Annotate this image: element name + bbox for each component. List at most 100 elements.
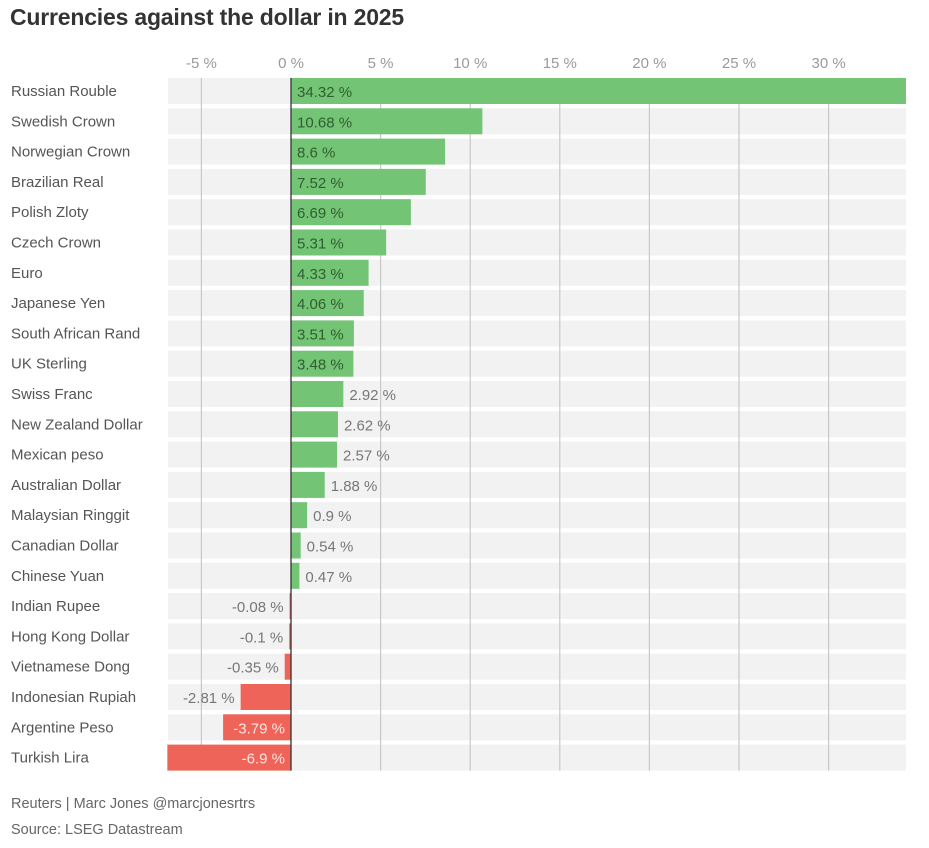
category-label: Indian Rupee	[11, 598, 100, 615]
source-line: Source: LSEG Datastream	[11, 822, 183, 838]
category-label: South African Rand	[11, 325, 140, 342]
value-label: 5.31 %	[297, 236, 344, 253]
category-label: Hong Kong Dollar	[11, 628, 129, 645]
bar-positive	[291, 441, 338, 468]
value-label: 34.32 %	[297, 84, 352, 101]
category-label: Chinese Yuan	[11, 568, 104, 585]
value-label: -0.08 %	[232, 599, 284, 616]
x-tick-label: 25 %	[722, 55, 756, 72]
row-background	[168, 320, 906, 347]
bars	[167, 78, 907, 771]
category-label: Russian Rouble	[11, 83, 117, 100]
row-background	[168, 502, 906, 529]
category-label: UK Sterling	[11, 356, 87, 373]
category-label: Argentine Peso	[11, 719, 114, 736]
row-background	[168, 168, 906, 195]
chart-title: Currencies against the dollar in 2025	[10, 4, 404, 30]
row-background	[168, 532, 906, 559]
row-background	[168, 441, 906, 468]
row-background	[168, 108, 906, 135]
x-tick-label: 10 %	[453, 55, 487, 72]
value-label: 8.6 %	[297, 145, 335, 162]
value-label: 4.33 %	[297, 266, 344, 283]
row-background	[168, 411, 906, 438]
category-label: Malaysian Ringgit	[11, 507, 130, 524]
value-label: 6.69 %	[297, 205, 344, 222]
bar-positive	[291, 229, 387, 256]
x-axis-ticks: -5 % 0 % 5 % 10 % 15 % 20 % 25 % 30 %	[186, 55, 846, 72]
bar-positive	[291, 168, 426, 195]
x-tick-label: 30 %	[811, 55, 845, 72]
row-background	[168, 471, 906, 498]
bar-positive	[291, 502, 308, 529]
bar-positive	[291, 350, 354, 377]
value-label: 0.47 %	[305, 569, 352, 586]
value-label: -0.35 %	[227, 660, 279, 677]
category-label: Polish Zloty	[11, 204, 89, 221]
value-label: -6.9 %	[242, 751, 285, 768]
bar-positive	[291, 381, 344, 407]
category-label: Swedish Crown	[11, 113, 115, 130]
bar-positive	[291, 411, 338, 438]
row-background	[168, 199, 906, 226]
category-label: Japanese Yen	[11, 295, 105, 312]
bar-positive	[291, 259, 369, 286]
category-label: Norwegian Crown	[11, 144, 130, 161]
row-background	[168, 562, 906, 589]
x-tick-label: 5 %	[368, 55, 394, 72]
bar-negative	[223, 714, 291, 741]
category-labels: Russian Rouble Swedish Crown Norwegian Cro…	[11, 83, 143, 767]
x-tick-label: -5 %	[186, 55, 217, 72]
value-label: 4.06 %	[297, 296, 344, 313]
bar-positive	[291, 532, 301, 559]
row-background	[168, 259, 906, 286]
category-label: Vietnamese Dong	[11, 659, 130, 676]
bar-positive	[291, 138, 446, 165]
value-label: 1.88 %	[331, 478, 378, 495]
value-label: 10.68 %	[297, 114, 352, 131]
category-label: Euro	[11, 265, 43, 282]
bar-positive	[291, 320, 354, 347]
row-background	[168, 381, 906, 407]
x-tick-label: 20 %	[632, 55, 666, 72]
value-labels: 34.32 % 10.68 % 8.6 % 7.52 % 6.69 % 5.31 % 4.3…	[183, 84, 396, 768]
category-label: Turkish Lira	[11, 750, 89, 767]
category-label: Brazilian Real	[11, 174, 104, 191]
bar-positive	[291, 78, 907, 104]
category-label: Australian Dollar	[11, 477, 121, 494]
value-label: 3.51 %	[297, 326, 344, 343]
bar-positive	[291, 562, 300, 589]
bar-negative	[289, 593, 292, 620]
row-background	[168, 290, 906, 317]
bar-negative	[289, 623, 291, 650]
value-label: 7.52 %	[297, 175, 344, 192]
bar-chart: 34.32 % 10.68 % 8.6 % 7.52 % 6.69 % 5.31 % 4.3…	[11, 55, 907, 771]
x-tick-label: 0 %	[278, 55, 304, 72]
value-label: 0.54 %	[307, 539, 354, 556]
bar-positive	[291, 108, 483, 135]
bar-negative	[284, 653, 291, 680]
value-label: 2.92 %	[349, 387, 396, 404]
value-label: 0.9 %	[313, 508, 351, 525]
category-label: Swiss Franc	[11, 386, 93, 403]
category-label: Canadian Dollar	[11, 538, 119, 555]
category-label: Czech Crown	[11, 235, 101, 252]
credit-line: Reuters | Marc Jones @marcjonesrtrs	[11, 796, 256, 812]
row-background	[168, 350, 906, 377]
bar-positive	[291, 199, 411, 226]
value-label: 2.57 %	[343, 448, 390, 465]
category-label: Indonesian Rupiah	[11, 689, 136, 706]
value-label: 3.48 %	[297, 357, 344, 374]
x-tick-label: 15 %	[543, 55, 577, 72]
value-label: 2.62 %	[344, 417, 391, 434]
bar-positive	[291, 471, 325, 498]
row-background	[168, 138, 906, 165]
category-label: Mexican peso	[11, 447, 104, 464]
bar-positive	[291, 290, 364, 317]
bar-negative	[167, 744, 291, 771]
value-label: -2.81 %	[183, 690, 235, 707]
row-background	[168, 229, 906, 256]
value-label: -0.1 %	[240, 629, 283, 646]
value-label: -3.79 %	[233, 720, 285, 737]
category-label: New Zealand Dollar	[11, 416, 143, 433]
